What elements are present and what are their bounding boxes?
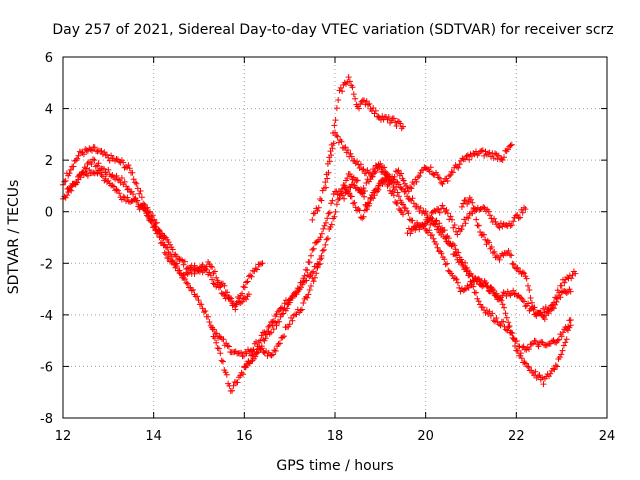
x-tick-label: 16 — [236, 429, 253, 444]
y-tick-label: 6 — [45, 51, 53, 66]
series-track-4 — [209, 171, 406, 360]
data-series — [60, 74, 579, 394]
chart-title: Day 257 of 2021, Sidereal Day-to-day VTE… — [52, 22, 613, 38]
series-track-5 — [241, 161, 579, 370]
x-tick-label: 14 — [145, 429, 162, 444]
series-track-3 — [64, 167, 325, 394]
x-tick-label: 24 — [599, 429, 616, 444]
series-track-9 — [404, 219, 574, 388]
y-axis-label: SDTVAR / TECUs — [6, 180, 22, 295]
plot-frame — [62, 56, 608, 419]
y-tick-label: -2 — [40, 257, 53, 272]
series-track-1 — [60, 156, 266, 310]
y-tick-label: 0 — [45, 206, 53, 221]
x-tick-label: 12 — [55, 429, 72, 444]
series-markers — [209, 171, 406, 360]
series-track-8 — [341, 172, 529, 238]
series-track-10 — [422, 208, 574, 357]
series-markers — [341, 172, 529, 238]
x-tick-label: 18 — [327, 429, 344, 444]
x-tick-label: 20 — [417, 429, 434, 444]
series-markers — [404, 219, 574, 388]
y-tick-label: 4 — [45, 103, 53, 118]
series-markers — [309, 74, 406, 223]
series-track-6 — [309, 74, 406, 223]
series-markers — [422, 208, 574, 357]
series-markers — [241, 161, 579, 370]
x-tick-label: 22 — [508, 429, 525, 444]
series-track-11 — [458, 194, 574, 323]
y-tick-label: -4 — [40, 309, 53, 324]
series-markers — [458, 194, 574, 323]
y-tick-label: -6 — [40, 360, 53, 375]
series-markers — [64, 167, 325, 394]
x-axis-label: GPS time / hours — [276, 458, 393, 474]
series-markers — [60, 156, 266, 310]
y-tick-label: 2 — [45, 154, 53, 169]
y-tick-label: -8 — [40, 412, 53, 427]
